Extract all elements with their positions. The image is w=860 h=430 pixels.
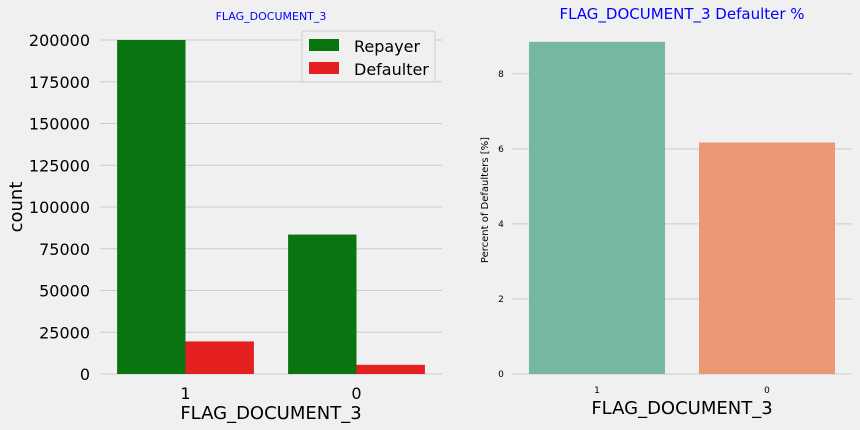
right-y-axis-label: Percent of Defaulters [%] (480, 137, 491, 263)
right-y-tick-label: 0 (498, 370, 504, 380)
bar-defaulter-0 (356, 364, 425, 374)
legend-swatch-defaulter (309, 62, 339, 74)
right-y-tick-label: 2 (498, 295, 504, 305)
left-y-tick-label: 75000 (39, 240, 90, 259)
right-x-tick-label: 0 (764, 386, 770, 396)
legend-label-repayer: Repayer (354, 37, 421, 56)
bar-repayer-1 (117, 40, 186, 374)
left-y-tick-label: 200000 (29, 31, 90, 50)
left-y-tick-label: 125000 (29, 156, 90, 175)
right-x-tick-label: 1 (594, 386, 600, 396)
left-y-tick-label: 0 (80, 365, 90, 384)
right-y-tick-label: 6 (498, 145, 504, 155)
bar-defaulter-1 (185, 341, 254, 374)
bar-defaulter-pct-1 (529, 41, 665, 374)
left-x-tick-label: 1 (180, 384, 190, 403)
right-y-tick-label: 4 (498, 220, 504, 230)
left-y-tick-label: 25000 (39, 323, 90, 342)
left-y-tick-label: 175000 (29, 73, 90, 92)
legend: Repayer Defaulter (301, 30, 436, 83)
right-chart-title: FLAG_DOCUMENT_3 Defaulter % (559, 5, 804, 24)
left-y-axis-label: count (6, 182, 27, 233)
left-y-tick-label: 150000 (29, 115, 90, 134)
left-y-tick-label: 50000 (39, 282, 90, 301)
right-y-tick-label: 8 (498, 70, 504, 80)
bar-defaulter-pct-0 (699, 142, 835, 374)
left-x-axis-label: FLAG_DOCUMENT_3 (180, 403, 361, 424)
legend-swatch-repayer (309, 39, 339, 51)
bar-repayer-0 (288, 234, 357, 374)
legend-label-defaulter: Defaulter (354, 60, 429, 79)
left-y-tick-label: 100000 (29, 198, 90, 217)
left-x-tick-label: 0 (351, 384, 361, 403)
right-x-axis-label: FLAG_DOCUMENT_3 (591, 398, 772, 419)
left-chart: 0 25000 50000 75000 100000 125000 150000 175000… (6, 10, 442, 424)
left-chart-title: FLAG_DOCUMENT_3 (216, 10, 327, 23)
